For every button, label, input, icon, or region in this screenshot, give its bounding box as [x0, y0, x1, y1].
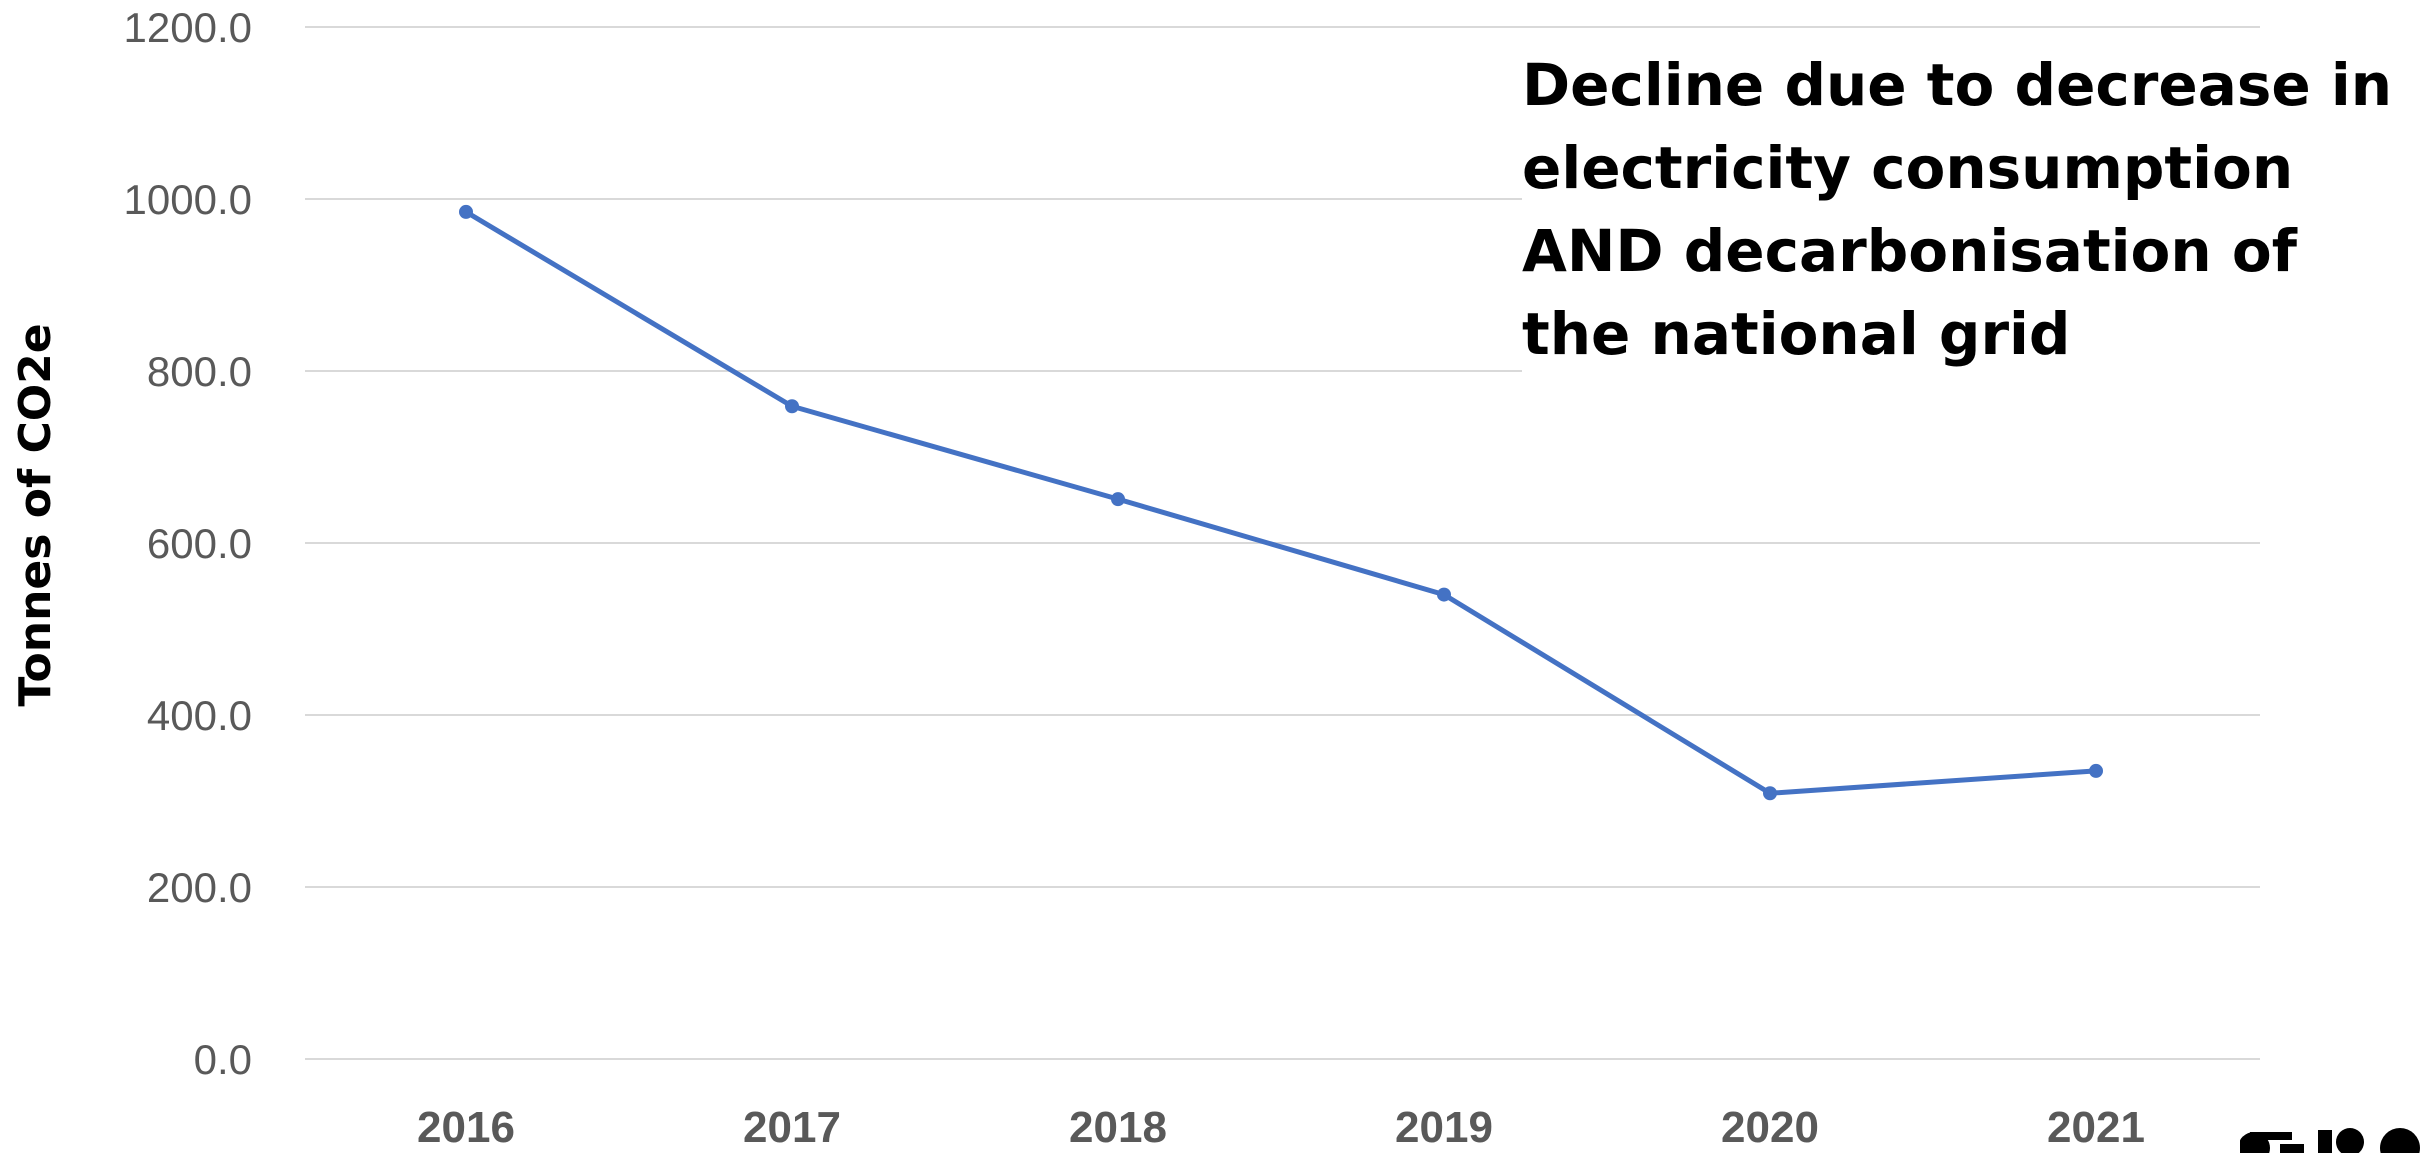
annotation-line-1: Decline due to decrease in: [1522, 51, 2393, 119]
y-tick-label: 400.0: [147, 692, 252, 739]
y-tick-label: 1200.0: [124, 4, 252, 51]
x-tick-label: 2018: [1069, 1103, 1167, 1152]
y-tick-label: 600.0: [147, 520, 252, 567]
y-tick-label: 200.0: [147, 864, 252, 911]
data-point: [1437, 587, 1451, 602]
data-point: [1111, 492, 1125, 507]
series-points: [459, 204, 2103, 801]
annotation-line-3: AND decarbonisation of: [1522, 217, 2297, 285]
y-tick-label: 1000.0: [124, 176, 252, 223]
data-point: [1763, 786, 1777, 801]
annotation-line-4: the national grid: [1522, 300, 2071, 368]
logo-icon: [2240, 1118, 2423, 1153]
x-axis-ticks: 2016 2017 2018 2019 2020 2021: [417, 1103, 2145, 1152]
y-axis-label: Tonnes of CO2e: [10, 323, 61, 706]
data-point: [785, 399, 799, 414]
gridlines: [305, 26, 2260, 1060]
series-lines: [464, 209, 2097, 796]
data-point: [459, 204, 473, 219]
data-point: [2089, 763, 2103, 778]
x-tick-label: 2017: [743, 1103, 841, 1152]
y-axis-ticks: 0.0 200.0 400.0 600.0 800.0 1000.0 1200.0: [124, 4, 252, 1083]
x-tick-label: 2016: [417, 1103, 515, 1152]
series-line: [464, 209, 2097, 796]
x-tick-label: 2020: [1721, 1103, 1819, 1152]
y-tick-label: 800.0: [147, 348, 252, 395]
y-tick-label: 0.0: [194, 1036, 252, 1083]
x-tick-label: 2019: [1395, 1103, 1493, 1152]
annotation-line-2: electricity consumption: [1522, 134, 2294, 202]
chart-annotation: Decline due to decrease in electricity c…: [1522, 44, 2422, 376]
x-tick-label: 2021: [2047, 1103, 2145, 1152]
